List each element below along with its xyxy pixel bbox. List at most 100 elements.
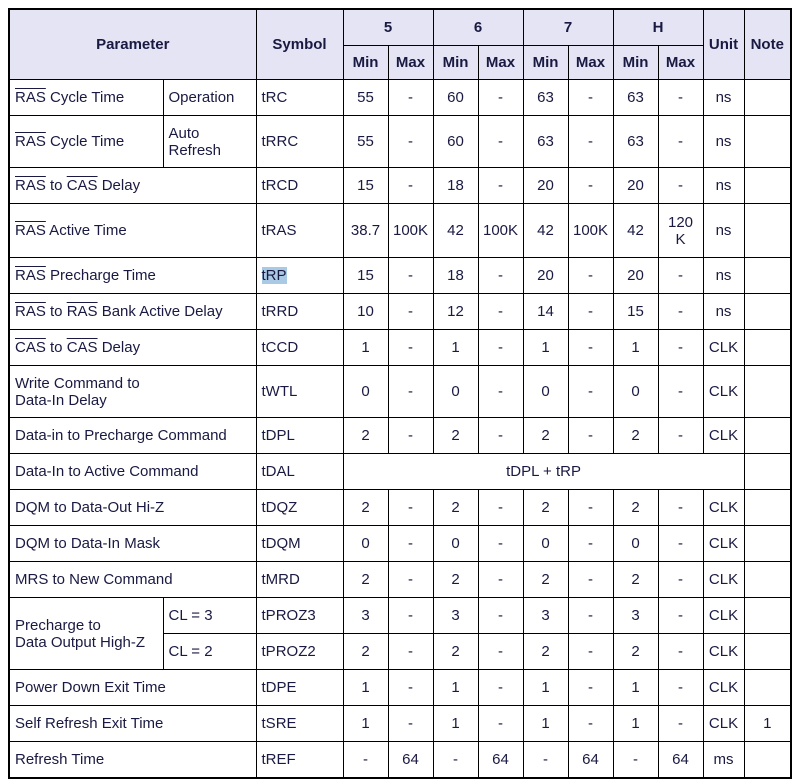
value-cell-7-max: -	[567, 525, 614, 562]
value-cell-H-max: -	[657, 525, 704, 562]
value-cell-H-max: -	[657, 561, 704, 598]
symbol-cell: tPROZ3	[255, 597, 344, 634]
unit-cell: CLK	[702, 525, 745, 562]
value-cell-7-min: 2	[522, 561, 569, 598]
value-cell-H-min: -	[612, 741, 659, 778]
table-row: RAS to CAS Delay tRCD 15-18-20-20- ns	[8, 167, 792, 204]
value-cell-H-max: -	[657, 365, 704, 418]
param-cell: Data-In to Active Command	[8, 453, 257, 490]
param-cell: Power Down Exit Time	[8, 669, 257, 706]
unit-cell: CLK	[702, 669, 745, 706]
sub-param-cell: CL = 2	[162, 633, 257, 670]
value-cell-7-min: -	[522, 741, 569, 778]
value-cell-5-max: -	[387, 417, 434, 454]
unit-cell: CLK	[702, 365, 745, 418]
value-cell-7-min: 0	[522, 365, 569, 418]
value-cell-6-min: 0	[432, 525, 479, 562]
value-cell-7-max: -	[567, 329, 614, 366]
col-header-unit: Unit	[702, 8, 745, 80]
value-cell-7-max: -	[567, 115, 614, 168]
value-cell-6-min: 12	[432, 293, 479, 330]
table-row: RAS Cycle Time Operation tRC 55-60-63-63- ns	[8, 79, 792, 116]
value-cell-H-max: -	[657, 167, 704, 204]
unit-cell: CLK	[702, 561, 745, 598]
value-cell-5-max: -	[387, 329, 434, 366]
unit-cell: CLK	[702, 417, 745, 454]
value-cell-5-min: 55	[342, 115, 389, 168]
sub-param-cell: Operation	[162, 79, 257, 116]
value-cell-5-min: 1	[342, 705, 389, 742]
symbol-cell: tDQM	[255, 525, 344, 562]
value-cell-H-max: -	[657, 597, 704, 634]
value-cell-7-max: -	[567, 79, 614, 116]
value-cell-H-min: 2	[612, 633, 659, 670]
unit-cell: CLK	[702, 329, 745, 366]
value-cell-5-max: -	[387, 705, 434, 742]
value-cell-6-max: 64	[477, 741, 524, 778]
value-cell-7-min: 20	[522, 257, 569, 294]
overlined-signal-name: RAS	[66, 303, 98, 320]
param-cell: CAS to CAS Delay	[8, 329, 257, 366]
param-cell: DQM to Data-In Mask	[8, 525, 257, 562]
col-header-max: Max	[567, 45, 614, 80]
value-cell-5-max: 64	[387, 741, 434, 778]
col-header-max: Max	[657, 45, 704, 80]
value-cell-6-min: 42	[432, 203, 479, 258]
note-cell: 1	[743, 705, 792, 742]
col-header-min: Min	[432, 45, 479, 80]
value-cell-H-max: -	[657, 705, 704, 742]
table-row: DQM to Data-In Mask tDQM 0-0-0-0- CLK	[8, 525, 792, 562]
value-cell-5-min: 10	[342, 293, 389, 330]
value-cell-5-max: -	[387, 293, 434, 330]
note-cell	[743, 597, 792, 634]
col-header-speed-6: 6	[432, 8, 524, 46]
symbol-cell: tCCD	[255, 329, 344, 366]
value-cell-5-max: -	[387, 365, 434, 418]
value-cell-H-min: 1	[612, 669, 659, 706]
note-cell	[743, 79, 792, 116]
symbol-cell: tRCD	[255, 167, 344, 204]
unit-cell: ns	[702, 167, 745, 204]
value-cell-5-max: -	[387, 115, 434, 168]
value-cell-7-min: 20	[522, 167, 569, 204]
symbol-cell: tWTL	[255, 365, 344, 418]
note-cell	[743, 525, 792, 562]
value-cell-6-max: -	[477, 167, 524, 204]
value-cell-5-max: 100K	[387, 203, 434, 258]
value-cell-6-min: 3	[432, 597, 479, 634]
value-cell-5-max: -	[387, 669, 434, 706]
overlined-signal-name: RAS	[15, 303, 46, 320]
overlined-signal-name: CAS	[66, 177, 98, 194]
value-cell-6-min: 1	[432, 329, 479, 366]
value-cell-6-max: 100K	[477, 203, 524, 258]
table-row: RAS Cycle Time Auto Refresh tRRC 55-60-63-6…	[8, 115, 792, 168]
value-cell-6-min: 60	[432, 115, 479, 168]
table-row: Precharge to Data Output High-Z CL = 3 tPR…	[8, 597, 792, 670]
value-cell-7-max: -	[567, 417, 614, 454]
value-cell-H-max: -	[657, 417, 704, 454]
sub-param-cell: CL = 3	[162, 597, 257, 634]
value-cell-7-max: -	[567, 293, 614, 330]
value-cell-7-max: -	[567, 597, 614, 634]
value-cell-6-min: 2	[432, 489, 479, 526]
value-cell-7-max: -	[567, 257, 614, 294]
note-cell	[743, 561, 792, 598]
value-cell-H-min: 2	[612, 417, 659, 454]
value-cell-7-max: 64	[567, 741, 614, 778]
value-cell-H-min: 1	[612, 705, 659, 742]
symbol-cell: tDQZ	[255, 489, 344, 526]
value-cell-H-min: 20	[612, 167, 659, 204]
param-cell: Write Command to Data-In Delay	[8, 365, 257, 418]
col-header-min: Min	[612, 45, 659, 80]
unit-cell: CLK	[702, 705, 745, 742]
table-row: Data-in to Precharge Command tDPL 2-2-2-2-…	[8, 417, 792, 454]
value-cell-5-max: -	[387, 489, 434, 526]
value-cell-6-max: -	[477, 489, 524, 526]
value-cell-7-min: 63	[522, 79, 569, 116]
table-row: CAS to CAS Delay tCCD 1-1-1-1- CLK	[8, 329, 792, 366]
symbol-cell: tPROZ2	[255, 633, 344, 670]
note-cell	[743, 167, 792, 204]
note-cell	[743, 633, 792, 670]
value-cell-5-min: 2	[342, 633, 389, 670]
value-cell-6-max: -	[477, 257, 524, 294]
